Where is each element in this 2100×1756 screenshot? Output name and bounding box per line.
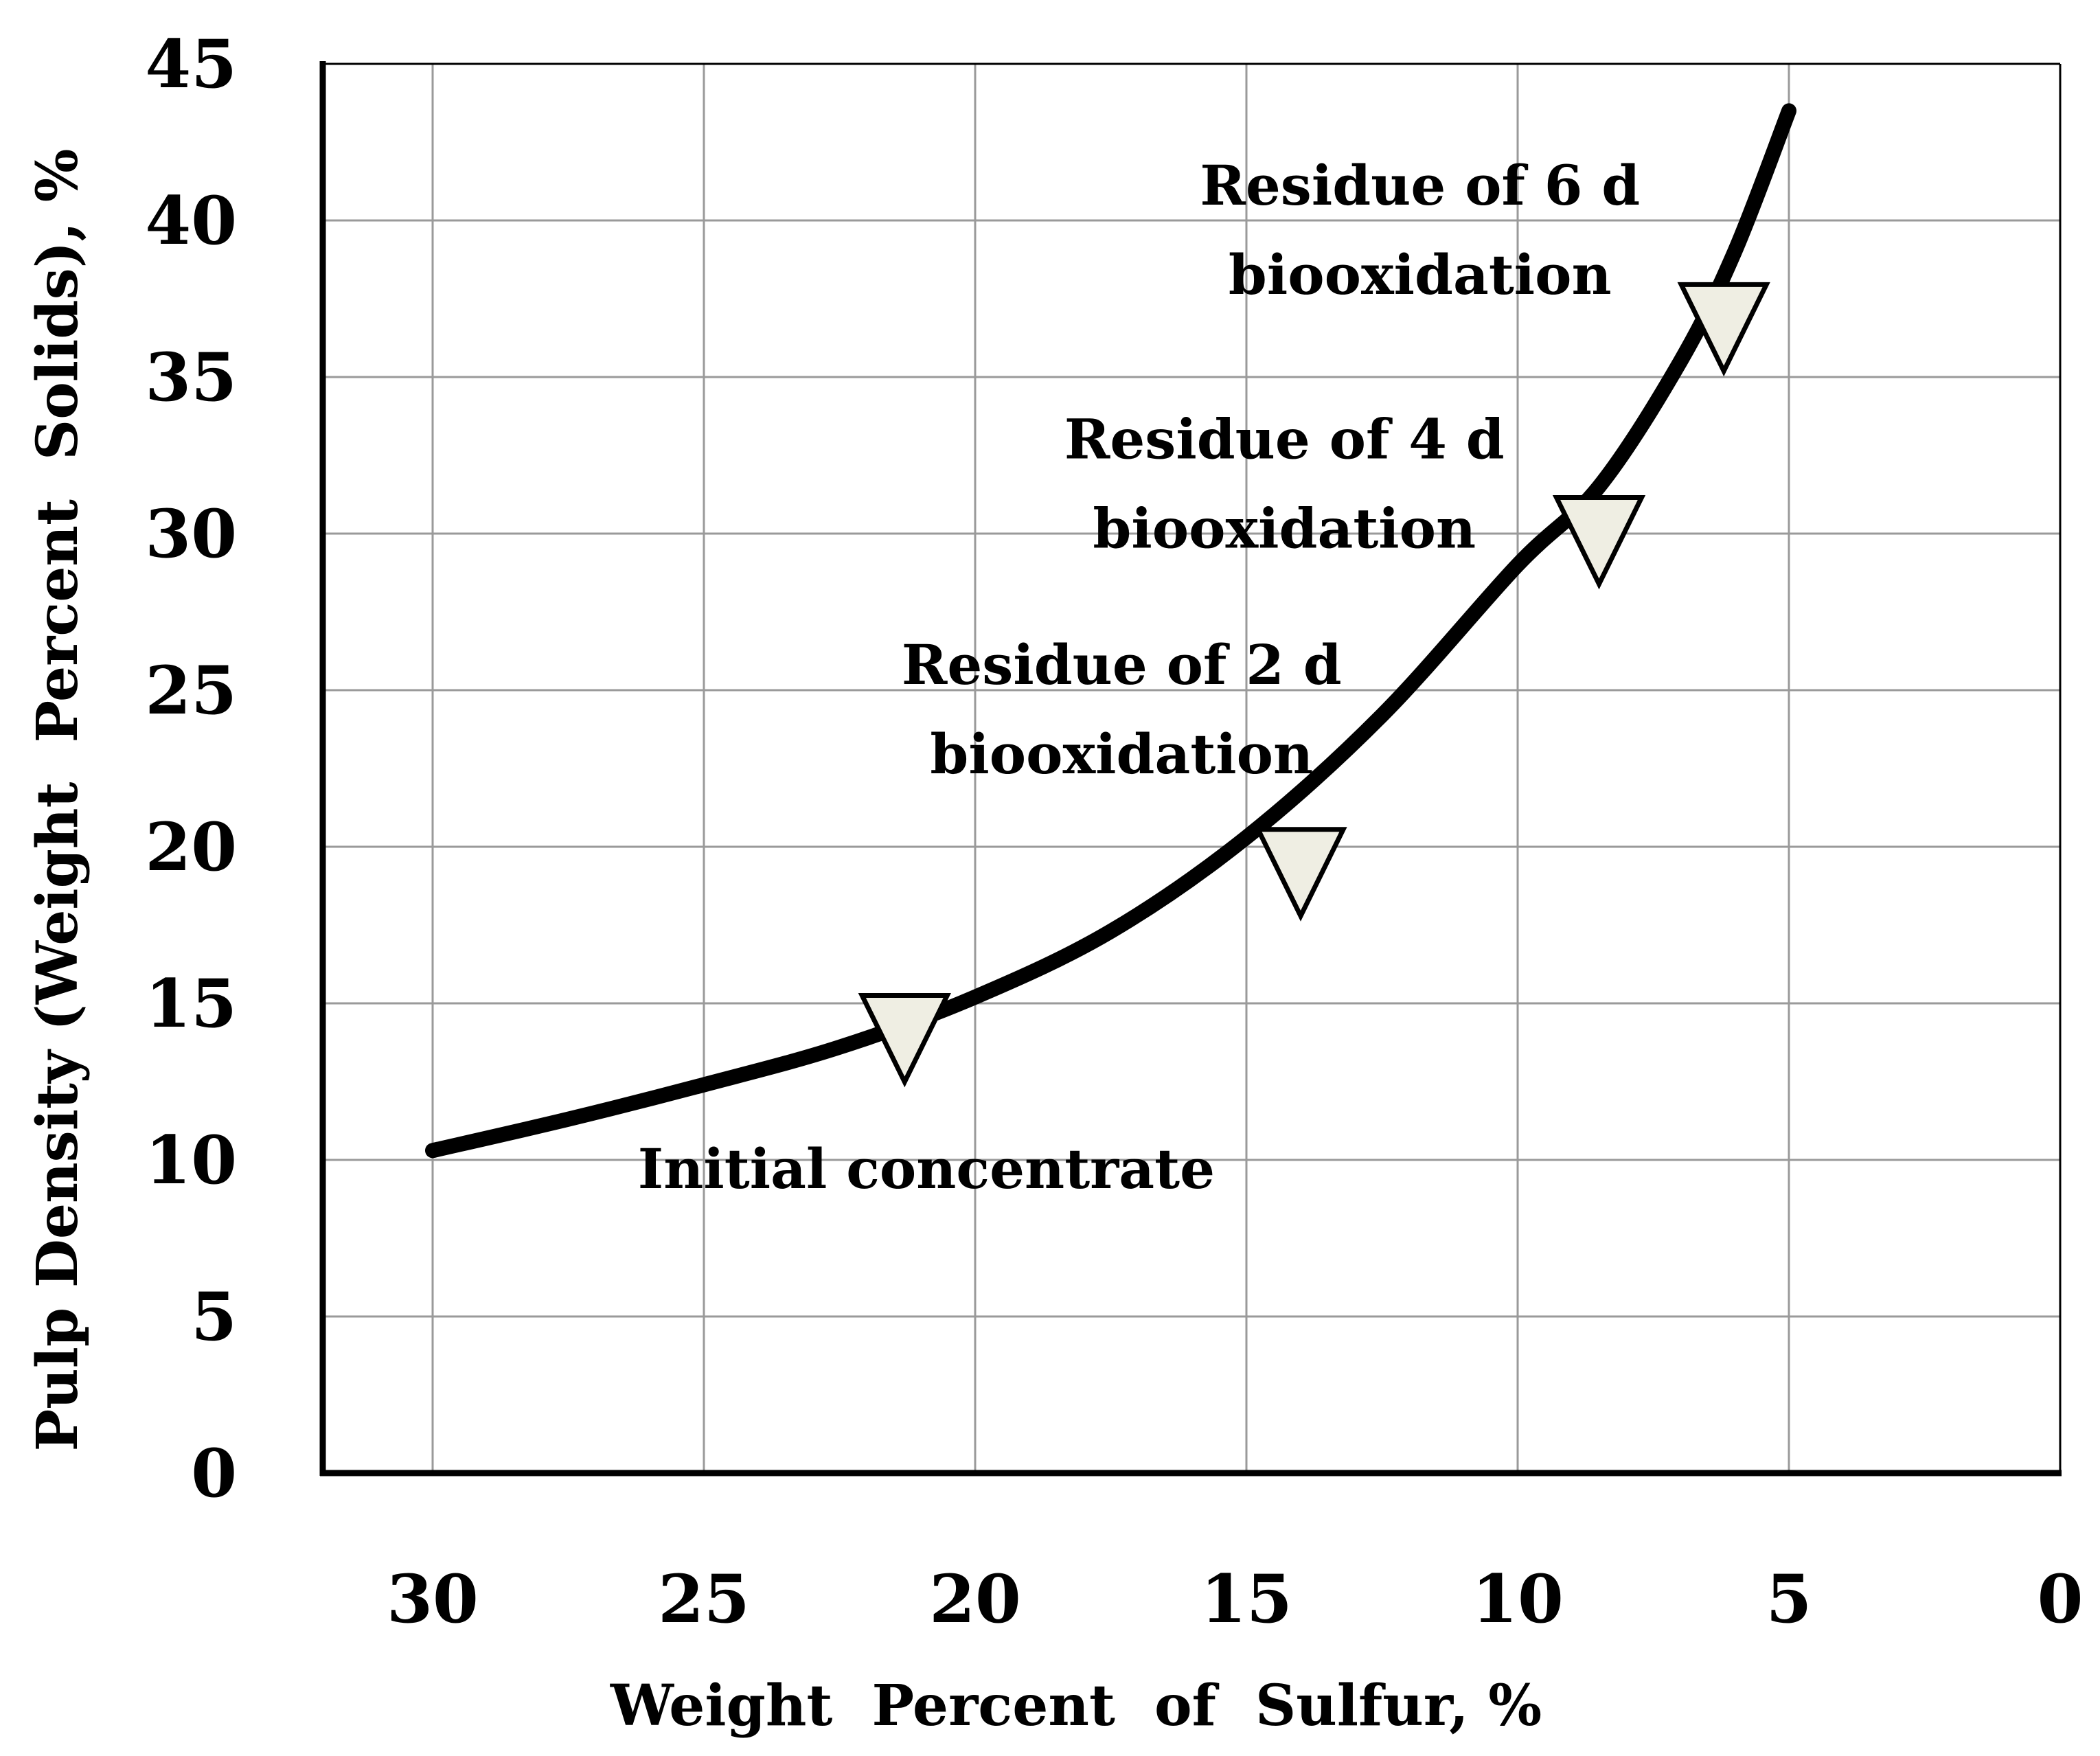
x-axis-title: Weight Percent of Sulfur, % <box>610 1673 1542 1739</box>
x-tick-label-30: 30 <box>387 1560 479 1638</box>
y-tick-label-30: 30 <box>145 495 237 573</box>
annotation-4-line-1: Initial concentrate <box>638 1137 1215 1201</box>
y-tick-label-10: 10 <box>145 1121 237 1199</box>
y-tick-label-20: 20 <box>145 808 237 886</box>
tick-label-layer: 30 25 20 15 10 5 0 0 5 10 15 20 25 30 35 40 45 <box>145 25 2083 1638</box>
y-tick-label-5: 5 <box>191 1278 237 1356</box>
annotation-3-line-2: biooxidation <box>930 722 1313 786</box>
x-tick-label-20: 20 <box>929 1560 1021 1638</box>
axis-layer <box>319 61 2062 1476</box>
y-tick-label-25: 25 <box>145 652 237 729</box>
annotation-3-line-1: Residue of 2 d <box>902 632 1342 697</box>
annotation-1-line-2: biooxidation <box>1229 242 1612 307</box>
x-tick-label-15: 15 <box>1200 1560 1292 1638</box>
series-line <box>425 103 1796 1159</box>
y-tick-label-35: 35 <box>145 339 237 416</box>
x-tick-label-10: 10 <box>1472 1560 1564 1638</box>
data-marker-1 <box>858 992 951 1088</box>
grid-layer <box>323 62 2060 1473</box>
x-tick-label-25: 25 <box>658 1560 750 1638</box>
y-tick-label-45: 45 <box>145 25 237 103</box>
annotation-2-line-2: biooxidation <box>1093 497 1476 561</box>
data-marker-4 <box>1677 282 1770 377</box>
data-marker-3 <box>1552 494 1646 590</box>
y-tick-label-40: 40 <box>145 182 237 260</box>
x-tick-label-5: 5 <box>1766 1560 1812 1638</box>
y-tick-label-0: 0 <box>191 1435 237 1512</box>
annotation-1-line-1: Residue of 6 d <box>1200 153 1640 218</box>
y-axis-title: Pulp Density (Weight Percent Solids), % <box>25 148 91 1451</box>
annotation-layer: Residue of 6 d biooxidation Residue of 4 d… <box>638 153 1640 1201</box>
annotation-2-line-1: Residue of 4 d <box>1064 407 1505 472</box>
marker-layer <box>858 282 1770 1088</box>
data-marker-2 <box>1254 827 1347 922</box>
y-tick-label-15: 15 <box>145 965 237 1042</box>
x-tick-label-0: 0 <box>2038 1560 2084 1638</box>
series-layer <box>425 103 1796 1159</box>
